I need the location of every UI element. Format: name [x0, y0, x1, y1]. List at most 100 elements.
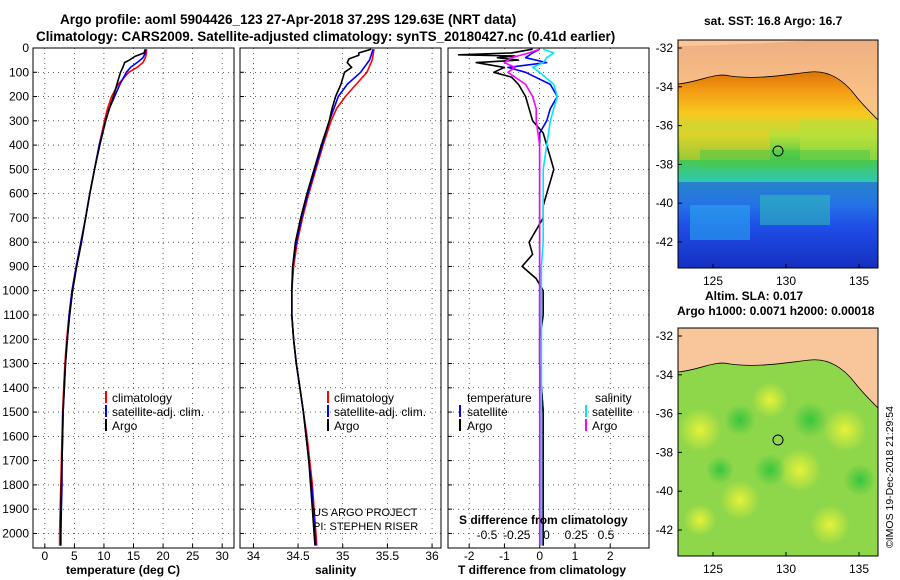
x-tick-label: 10	[97, 549, 111, 563]
x-tick-label: 36	[425, 549, 439, 563]
depth-tick-label: 1200	[2, 332, 29, 346]
t-difference-xlabel: T difference from climatology	[458, 563, 626, 577]
depth-tick-label: 100	[9, 65, 29, 79]
sst-map: sat. SST: 16.8 Argo: 16.7 -32 -34 -36 -38 -4…	[656, 14, 879, 288]
depth-tick-label: 1900	[2, 502, 29, 516]
depth-tick-label: 1400	[2, 381, 29, 395]
x-tick-label: 30	[215, 549, 229, 563]
lat-tick-label: -36	[656, 407, 674, 421]
legend-satellite: satellite-adj. clim.	[334, 405, 426, 419]
lon-tick-label: 125	[703, 274, 723, 288]
depth-tick-label: 1300	[2, 357, 29, 371]
temperature-xlabel: temperature (deg C)	[66, 563, 180, 577]
lat-tick-label: -38	[656, 157, 674, 171]
s-difference-xlabel: S difference from climatology	[459, 513, 628, 527]
difference-panel: -2 -1 0 1 2 -0.5 -0.25 0 0.25 0.5 T difference f…	[447, 47, 650, 577]
series-line-climatology	[290, 49, 375, 546]
legend-climatology: climatology	[112, 391, 172, 405]
lon-tick-label: 130	[776, 562, 796, 576]
x-tick-label: 35.5	[376, 549, 400, 563]
depth-tick-label: 500	[9, 162, 29, 176]
legend-salinity-title: salinity	[595, 391, 632, 405]
s-x-tick-label: -0.25	[503, 528, 531, 542]
x-tick-label: 0	[41, 549, 48, 563]
depth-tick-label: 1000	[2, 284, 29, 298]
depth-axis: 0 100 200 300 400 500 600 700 800 900 1000 1100 1200…	[2, 41, 29, 540]
depth-tick-label: 0	[22, 41, 29, 55]
legend-s-argo: Argo	[592, 419, 618, 433]
x-tick-label: 25	[186, 549, 200, 563]
depth-tick-label: 200	[9, 90, 29, 104]
sla-map-title-1: Altim. SLA: 0.017	[705, 289, 803, 303]
depth-tick-label: 600	[9, 187, 29, 201]
lat-tick-label: -42	[656, 235, 674, 249]
x-tick-label: 5	[71, 549, 78, 563]
depth-tick-label: 800	[9, 235, 29, 249]
s-x-tick-label: 0.5	[598, 528, 615, 542]
lat-tick-label: -40	[656, 484, 674, 498]
pi-label: PI: STEPHEN RISER	[313, 521, 418, 533]
x-tick-label: 35	[336, 549, 350, 563]
x-tick-label: -1	[499, 549, 510, 563]
legend-temperature-title: temperature	[467, 391, 532, 405]
copyright-label: ©IMOS 19-Dec-2018 21:29:54	[884, 406, 896, 548]
sla-map-title-2: Argo h1000: 0.0071 h2000: 0.00018	[677, 304, 875, 318]
x-tick-label: -2	[464, 549, 475, 563]
s-x-tick-label: 0	[543, 528, 550, 542]
legend-climatology: climatology	[334, 391, 394, 405]
depth-tick-label: 2000	[2, 526, 29, 540]
depth-tick-label: 1700	[2, 454, 29, 468]
sla-map: Altim. SLA: 0.017 Argo h1000: 0.0071 h20…	[656, 289, 879, 576]
series-line-argo	[290, 48, 372, 546]
series-line-s-satellite	[531, 48, 559, 546]
s-x-tick-label: -0.5	[477, 528, 498, 542]
s-x-tick-label: 0.25	[565, 528, 589, 542]
temperature-panel: 0 5 10 15 20 25 30 temperature (deg C) climato…	[32, 47, 235, 577]
x-tick-label: 2	[607, 549, 614, 563]
lat-tick-label: -38	[656, 445, 674, 459]
lat-tick-label: -32	[656, 41, 674, 55]
temperature-legend: climatology satellite-adj. clim. Argo	[105, 391, 204, 433]
x-tick-label: 15	[127, 549, 141, 563]
series-line-s-argo	[503, 48, 541, 546]
depth-tick-label: 900	[9, 259, 29, 273]
lon-tick-label: 135	[849, 274, 869, 288]
salinity-difference-legend: salinity satellite Argo	[585, 391, 633, 433]
lat-tick-label: -32	[656, 329, 674, 343]
depth-tick-label: 1600	[2, 429, 29, 443]
depth-tick-label: 400	[9, 138, 29, 152]
title-line-1: Argo profile: aoml 5904426_123 27-Apr-20…	[60, 12, 516, 27]
salinity-xlabel: salinity	[315, 563, 357, 577]
project-label: US ARGO PROJECT	[313, 507, 418, 519]
x-tick-label: 34.5	[286, 549, 310, 563]
lat-tick-label: -34	[656, 80, 674, 94]
depth-tick-label: 700	[9, 211, 29, 225]
legend-s-satellite: satellite	[592, 405, 633, 419]
x-tick-label: 0	[536, 549, 543, 563]
sst-map-title: sat. SST: 16.8 Argo: 16.7	[704, 14, 843, 28]
x-tick-label: 20	[156, 549, 170, 563]
lon-tick-label: 130	[776, 274, 796, 288]
lon-tick-label: 125	[703, 562, 723, 576]
legend-t-argo: Argo	[467, 419, 493, 433]
lat-tick-label: -36	[656, 119, 674, 133]
temperature-difference-legend: temperature satellite Argo	[459, 391, 532, 433]
x-tick-label: 34	[247, 549, 261, 563]
lat-tick-label: -40	[656, 196, 674, 210]
legend-argo: Argo	[112, 419, 138, 433]
depth-tick-label: 300	[9, 114, 29, 128]
legend-t-satellite: satellite	[467, 405, 508, 419]
lat-tick-label: -34	[656, 368, 674, 382]
salinity-panel: 34 34.5 35 35.5 36 salinity climatology sate…	[239, 47, 442, 577]
depth-tick-label: 1100	[3, 308, 29, 322]
legend-satellite: satellite-adj. clim.	[112, 405, 204, 419]
depth-tick-label: 1800	[2, 478, 29, 492]
title-line-2: Climatology: CARS2009. Satellite-adjuste…	[36, 29, 615, 44]
salinity-legend: climatology satellite-adj. clim. Argo	[327, 391, 426, 433]
series-line-argo	[59, 48, 147, 546]
lat-tick-label: -42	[656, 523, 674, 537]
depth-tick-label: 1500	[2, 405, 29, 419]
x-tick-label: 1	[572, 549, 579, 563]
lon-tick-label: 135	[849, 562, 869, 576]
